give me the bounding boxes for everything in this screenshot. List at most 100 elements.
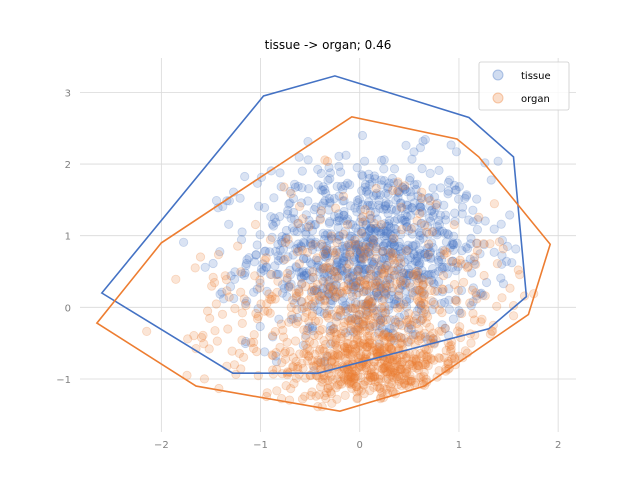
point-tissue — [323, 175, 333, 185]
point-organ — [364, 326, 374, 336]
point-tissue — [296, 242, 306, 252]
point-tissue — [327, 270, 337, 280]
point-organ — [479, 239, 489, 249]
point-organ — [426, 285, 436, 296]
point-organ — [333, 273, 343, 283]
point-tissue — [346, 279, 356, 290]
point-organ — [421, 352, 431, 362]
point-tissue — [353, 315, 363, 325]
point-tissue — [284, 199, 294, 209]
point-tissue — [383, 245, 393, 255]
point-organ — [403, 324, 413, 335]
point-tissue — [381, 252, 391, 263]
point-organ — [341, 356, 351, 366]
point-tissue — [356, 271, 366, 282]
point-tissue — [380, 263, 390, 273]
point-organ — [362, 299, 373, 310]
point-tissue — [402, 337, 413, 347]
point-organ — [385, 382, 395, 392]
point-tissue — [359, 156, 370, 166]
point-organ — [365, 210, 375, 220]
point-tissue — [367, 256, 377, 266]
point-tissue — [386, 324, 396, 334]
point-organ — [434, 326, 444, 336]
point-tissue — [367, 296, 377, 307]
point-organ — [380, 335, 390, 345]
point-tissue — [411, 184, 421, 195]
point-organ — [406, 376, 416, 386]
point-organ — [378, 316, 388, 327]
point-tissue — [376, 315, 386, 325]
point-tissue — [397, 248, 407, 258]
point-tissue — [385, 229, 395, 239]
point-organ — [419, 290, 429, 300]
point-organ — [422, 227, 432, 237]
point-tissue — [329, 248, 339, 258]
point-tissue — [350, 304, 360, 314]
point-tissue — [389, 223, 400, 234]
point-organ — [387, 355, 398, 365]
point-organ — [394, 253, 405, 263]
point-tissue — [273, 255, 283, 266]
point-organ — [387, 378, 397, 389]
point-tissue — [468, 297, 478, 307]
point-tissue — [373, 200, 384, 210]
point-tissue — [304, 322, 315, 332]
point-tissue — [286, 314, 296, 324]
point-tissue — [226, 271, 236, 281]
point-tissue — [389, 270, 400, 280]
point-tissue — [345, 326, 355, 336]
point-tissue — [389, 240, 399, 250]
x-tick-label: 0 — [357, 440, 363, 451]
point-tissue — [315, 296, 325, 306]
point-organ — [315, 291, 325, 302]
point-organ — [389, 354, 399, 365]
point-organ — [366, 269, 376, 279]
point-organ — [314, 390, 324, 400]
point-organ — [381, 290, 391, 300]
point-organ — [415, 209, 425, 219]
point-tissue — [384, 251, 395, 261]
point-tissue — [376, 260, 386, 270]
point-organ — [316, 206, 326, 216]
point-organ — [379, 329, 389, 340]
point-organ — [467, 285, 477, 295]
point-organ — [299, 325, 309, 335]
point-tissue — [325, 198, 335, 208]
point-organ — [341, 306, 351, 317]
point-tissue — [375, 223, 385, 233]
point-tissue — [360, 301, 371, 311]
point-tissue — [224, 219, 234, 229]
point-tissue — [346, 245, 356, 255]
point-organ — [375, 383, 385, 393]
point-tissue — [425, 246, 435, 257]
point-tissue — [440, 210, 451, 220]
point-organ — [389, 233, 399, 243]
point-organ — [485, 239, 495, 249]
point-organ — [298, 214, 308, 224]
point-organ — [346, 319, 356, 329]
point-tissue — [384, 219, 394, 229]
point-tissue — [312, 262, 322, 272]
point-organ — [455, 255, 465, 265]
point-tissue — [305, 274, 315, 285]
point-organ — [371, 183, 381, 193]
point-organ — [315, 344, 325, 355]
point-tissue — [337, 241, 347, 251]
point-tissue — [348, 271, 358, 281]
point-organ — [360, 245, 371, 255]
point-organ — [448, 350, 458, 361]
point-organ — [357, 319, 367, 329]
point-organ — [376, 358, 386, 368]
point-tissue — [437, 262, 447, 272]
point-organ — [267, 350, 277, 360]
point-tissue — [373, 265, 383, 276]
point-tissue — [306, 220, 316, 230]
point-tissue — [420, 249, 430, 259]
point-organ — [399, 299, 409, 309]
point-tissue — [283, 252, 293, 262]
point-tissue — [252, 284, 262, 294]
point-tissue — [364, 265, 374, 276]
point-tissue — [363, 189, 373, 199]
point-organ — [374, 262, 385, 272]
